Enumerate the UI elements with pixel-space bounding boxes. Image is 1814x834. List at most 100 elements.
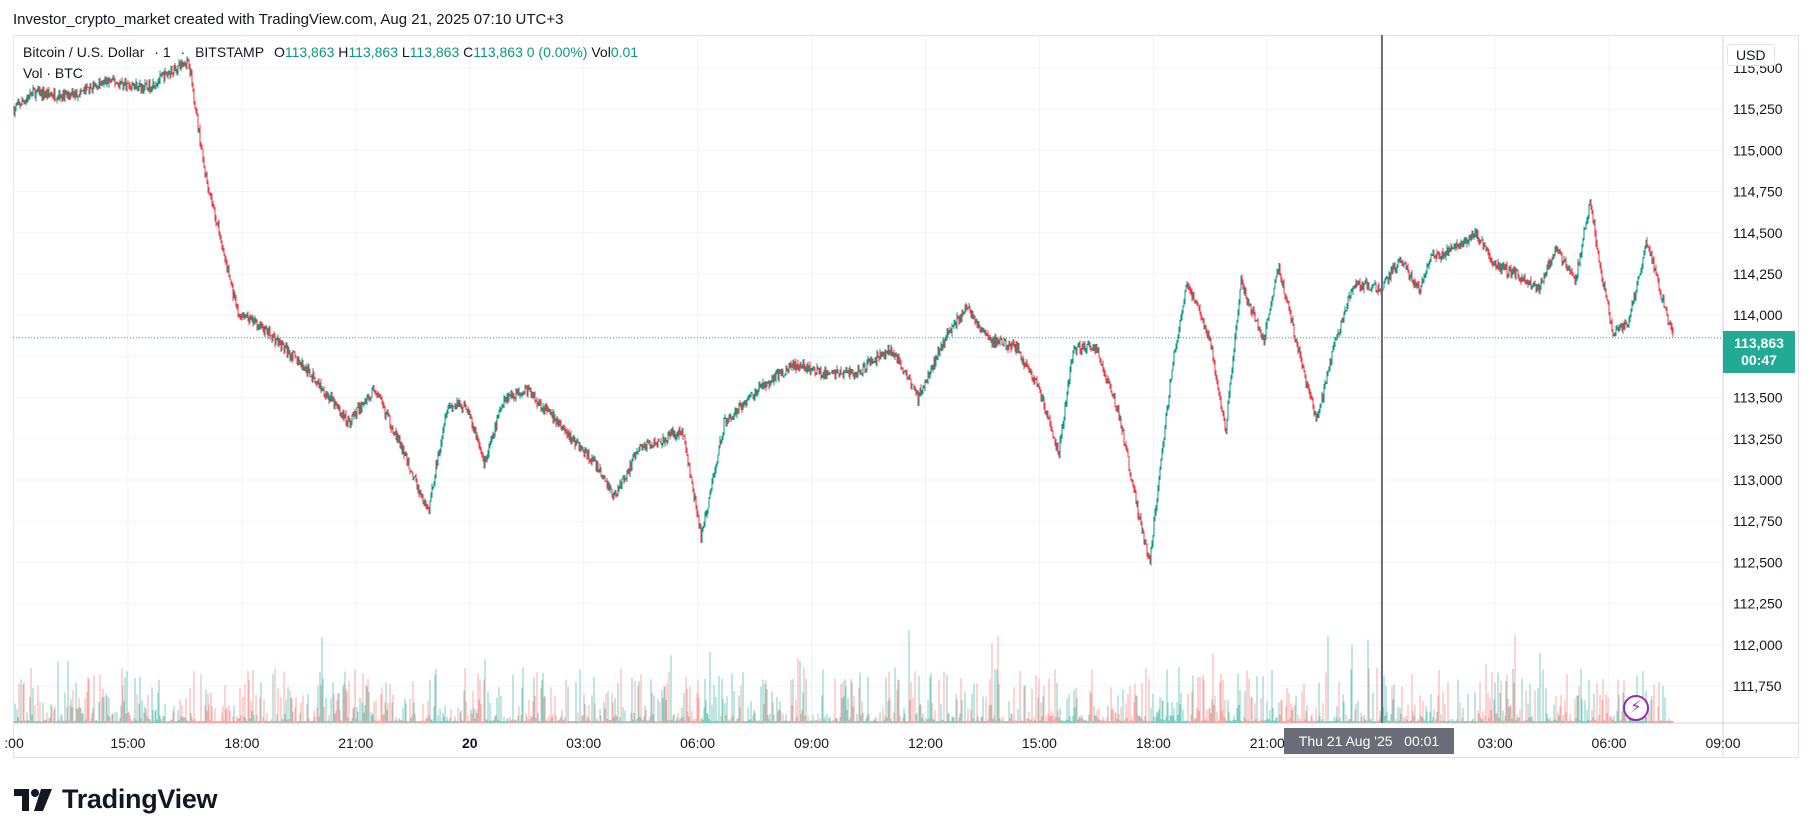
volume-bar — [1552, 720, 1554, 723]
volume-bar — [793, 721, 795, 723]
volume-bar — [265, 720, 267, 723]
volume-bar — [683, 693, 685, 723]
volume-bar — [956, 699, 958, 723]
volume-bar — [646, 720, 648, 723]
volume-bar — [1339, 717, 1341, 723]
volume-bar — [243, 716, 245, 723]
volume-bar — [937, 721, 939, 723]
volume-bar — [1390, 714, 1392, 723]
volume-bar — [710, 720, 712, 723]
volume-bar — [806, 720, 808, 723]
volume-bar — [752, 714, 754, 723]
tradingview-logo[interactable]: TradingView — [14, 784, 218, 815]
volume-bar — [1536, 721, 1538, 723]
volume-bar — [163, 716, 165, 723]
volume-bar — [1459, 702, 1461, 723]
volume-bar — [543, 697, 545, 723]
volume-bar — [72, 689, 74, 723]
volume-bar — [1248, 678, 1250, 723]
volume-bar — [1222, 680, 1224, 723]
volume-bar — [279, 721, 281, 723]
volume-bar — [1311, 713, 1313, 723]
price-chart[interactable]: 111,750112,000112,250112,500112,750113,0… — [0, 0, 1814, 760]
volume-bar — [435, 668, 437, 723]
volume-bar — [345, 688, 347, 723]
volume-bar — [106, 695, 108, 723]
volume-bar — [943, 671, 945, 723]
volume-bar — [427, 700, 429, 723]
volume-bar — [411, 715, 413, 723]
volume-bar — [127, 712, 129, 723]
volume-bar — [135, 719, 137, 723]
volume-bar — [1217, 721, 1219, 723]
volume-bar — [1491, 671, 1493, 723]
volume-bar — [430, 719, 432, 723]
volume-bar — [422, 703, 424, 723]
volume-bar — [1204, 720, 1206, 723]
volume-bar — [417, 721, 419, 723]
volume-bar — [1042, 696, 1044, 723]
volume-bar — [1014, 719, 1016, 723]
volume-bar — [483, 679, 485, 723]
volume-indicator-legend[interactable]: Vol · BTC — [23, 65, 83, 81]
volume-bar — [895, 721, 897, 723]
volume-bar — [419, 721, 421, 723]
volume-bar — [1029, 720, 1031, 723]
last-price-value: 113,863 — [1734, 335, 1784, 351]
volume-bar — [1167, 702, 1169, 723]
volume-bar — [1157, 712, 1159, 723]
lightning-icon[interactable]: ⚡ — [1623, 695, 1649, 721]
volume-bar — [567, 686, 569, 723]
volume-bar — [1141, 682, 1143, 723]
volume-bar — [99, 674, 101, 723]
volume-bar — [414, 713, 416, 723]
volume-bar — [1142, 719, 1144, 723]
volume-bar — [1301, 691, 1303, 723]
volume-bar — [490, 720, 492, 723]
volume-bar — [1265, 720, 1267, 723]
volume-bar — [772, 702, 774, 723]
volume-bar — [205, 689, 207, 723]
volume-bar — [1013, 687, 1015, 723]
currency-button[interactable]: USD — [1727, 44, 1775, 66]
volume-bar — [985, 696, 987, 723]
volume-bar — [1173, 708, 1175, 723]
volume-bar — [254, 721, 256, 723]
volume-bar — [130, 719, 132, 723]
volume-bar — [519, 721, 521, 723]
volume-bar — [1664, 697, 1666, 723]
volume-bar — [25, 721, 27, 723]
volume-bar — [1281, 699, 1283, 723]
volume-bar — [1463, 721, 1465, 723]
volume-bar — [975, 720, 977, 723]
volume-bar — [273, 721, 275, 723]
volume-bar — [1614, 721, 1616, 723]
volume-bar — [554, 695, 556, 723]
volume-bar — [60, 714, 62, 723]
volume-bar — [1474, 692, 1476, 723]
volume-bar — [362, 674, 364, 723]
volume-bar — [1249, 721, 1251, 723]
volume-bar — [1268, 719, 1270, 723]
volume-bar — [1308, 721, 1310, 723]
volume-bar — [807, 715, 809, 723]
volume-bar — [841, 697, 843, 723]
price-tick-label: 113,000 — [1733, 472, 1783, 488]
volume-bar — [1161, 699, 1163, 723]
volume-bar — [822, 669, 824, 723]
volume-bar — [1583, 721, 1585, 723]
volume-bar — [980, 716, 982, 723]
volume-bar — [1453, 721, 1455, 723]
volume-bar — [59, 721, 61, 723]
symbol-name[interactable]: Bitcoin / U.S. Dollar — [23, 44, 145, 60]
volume-bar — [1246, 670, 1248, 723]
volume-bar — [998, 684, 1000, 723]
volume-bar — [957, 720, 959, 723]
volume-bar — [476, 713, 478, 723]
volume-bar — [90, 718, 92, 723]
volume-bar — [136, 694, 138, 723]
volume-bar — [1508, 707, 1510, 723]
volume-bar — [1049, 716, 1051, 723]
volume-bar — [742, 672, 744, 723]
volume-bar — [580, 720, 582, 723]
